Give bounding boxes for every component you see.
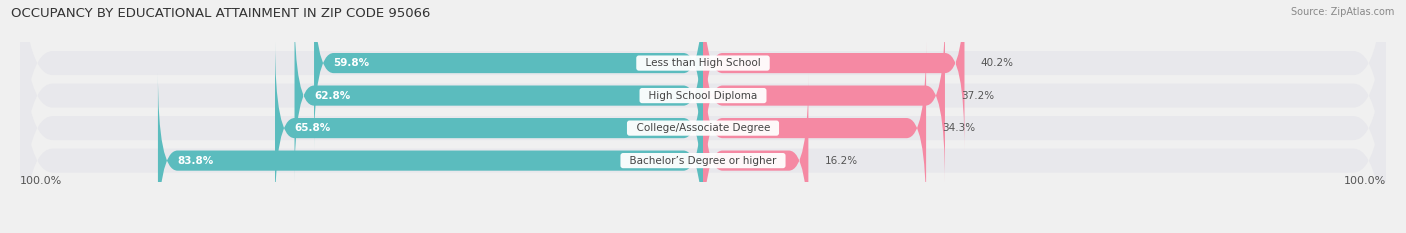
FancyBboxPatch shape <box>20 10 1386 233</box>
FancyBboxPatch shape <box>20 0 1386 214</box>
FancyBboxPatch shape <box>20 0 1386 233</box>
Text: 37.2%: 37.2% <box>962 91 994 101</box>
FancyBboxPatch shape <box>20 0 1386 233</box>
Text: 100.0%: 100.0% <box>1344 176 1386 186</box>
Text: 83.8%: 83.8% <box>177 156 214 166</box>
Text: 16.2%: 16.2% <box>825 156 858 166</box>
FancyBboxPatch shape <box>703 41 927 216</box>
Text: 62.8%: 62.8% <box>314 91 350 101</box>
Text: 100.0%: 100.0% <box>20 176 62 186</box>
Text: 65.8%: 65.8% <box>294 123 330 133</box>
FancyBboxPatch shape <box>703 0 965 151</box>
Text: 40.2%: 40.2% <box>981 58 1014 68</box>
FancyBboxPatch shape <box>276 41 703 216</box>
Text: High School Diploma: High School Diploma <box>643 91 763 101</box>
FancyBboxPatch shape <box>157 73 703 233</box>
Text: 59.8%: 59.8% <box>333 58 370 68</box>
FancyBboxPatch shape <box>294 8 703 183</box>
FancyBboxPatch shape <box>314 0 703 151</box>
Text: Source: ZipAtlas.com: Source: ZipAtlas.com <box>1291 7 1395 17</box>
FancyBboxPatch shape <box>703 8 945 183</box>
Text: Bachelor’s Degree or higher: Bachelor’s Degree or higher <box>623 156 783 166</box>
Text: College/Associate Degree: College/Associate Degree <box>630 123 776 133</box>
Text: Less than High School: Less than High School <box>638 58 768 68</box>
Text: OCCUPANCY BY EDUCATIONAL ATTAINMENT IN ZIP CODE 95066: OCCUPANCY BY EDUCATIONAL ATTAINMENT IN Z… <box>11 7 430 20</box>
FancyBboxPatch shape <box>703 73 808 233</box>
Text: 34.3%: 34.3% <box>942 123 976 133</box>
